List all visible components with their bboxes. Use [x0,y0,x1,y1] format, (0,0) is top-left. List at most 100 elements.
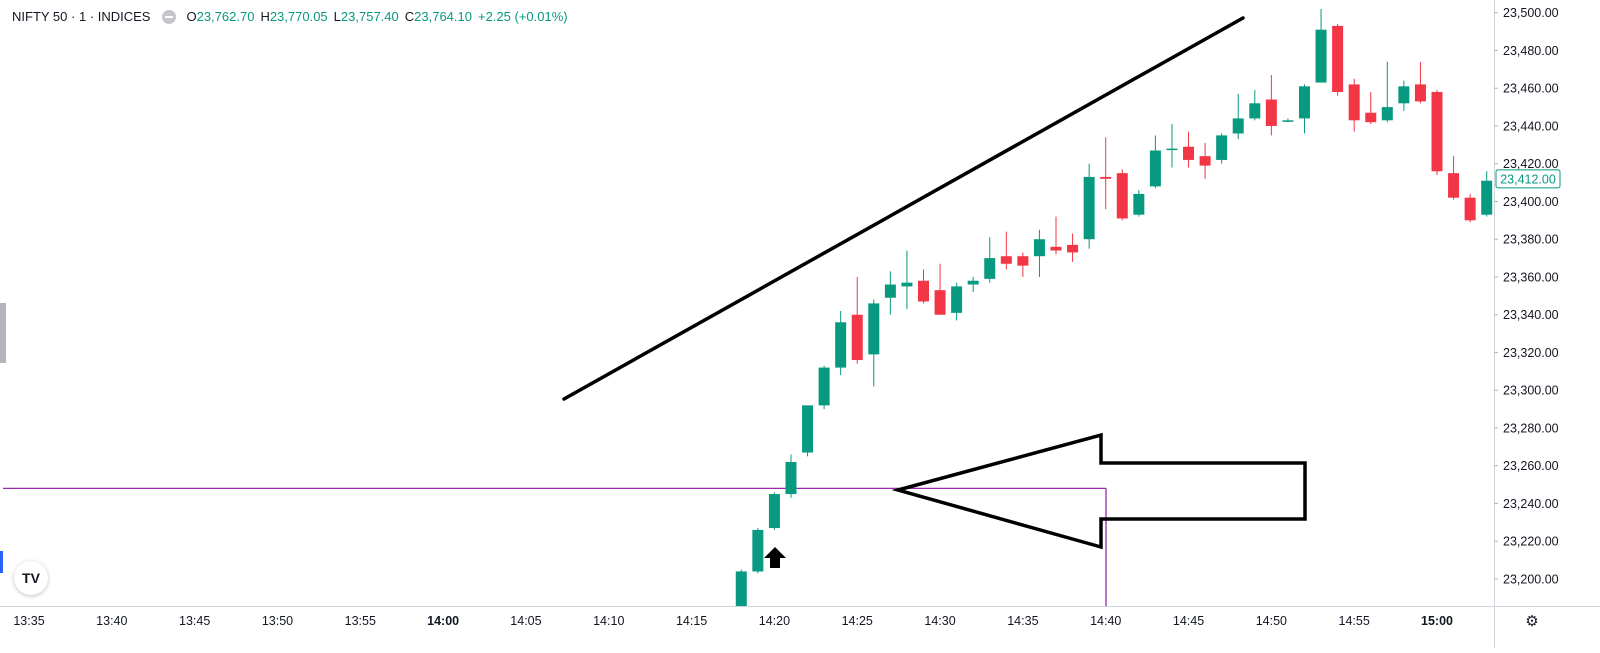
y-tick-label: 23,220.00 [1503,535,1559,549]
x-tick-label: 13:45 [179,614,210,628]
drawings[interactable] [562,16,1307,568]
x-tick-label: 14:50 [1256,614,1287,628]
x-tick-label: 14:10 [593,614,624,628]
candle [1332,24,1344,96]
arrow-drawing[interactable] [891,432,1307,550]
x-tick-label: 14:20 [759,614,790,628]
candle-body [1166,148,1178,151]
x-tick-label: 15:00 [1421,614,1453,628]
y-tick-label: 23,200.00 [1503,573,1559,587]
candle [752,528,764,574]
y-tick-label: 23,300.00 [1503,384,1559,398]
candle [967,276,979,293]
candle [1398,80,1410,111]
current-price-tag [1495,169,1561,189]
candle-body [1348,84,1360,121]
candle-body [934,290,946,315]
y-tick-label: 23,460.00 [1503,82,1559,96]
candle-body [1083,176,1095,240]
candle-body [1100,176,1112,179]
candle-body [884,284,896,298]
close-value: 23,764.10 [414,9,472,24]
candle [835,310,847,376]
current-price-label: 23,412.00 [1500,172,1556,186]
candle [1017,252,1029,277]
candle-body [1017,256,1029,266]
x-tick-label: 14:55 [1339,614,1370,628]
candle [785,454,797,498]
candle [1216,133,1228,164]
candle [917,269,929,304]
candle [1448,156,1460,200]
x-tick-label: 14:30 [924,614,955,628]
candle [1149,135,1161,189]
candles [735,8,1493,606]
candle-body [1282,120,1294,122]
x-tick-label: 14:25 [842,614,873,628]
candle-body [868,303,880,355]
candle [768,492,780,530]
candle-body [1000,256,1012,264]
side-tab-indicator[interactable] [0,551,3,573]
level-lines [3,487,1107,606]
x-tick-label: 13:50 [262,614,293,628]
collapse-legend-icon[interactable] [162,9,177,24]
low-value: 23,757.40 [340,9,399,24]
candle [1183,131,1195,168]
candle-body [785,461,797,495]
candle [802,405,814,457]
tradingview-logo-icon[interactable]: TV [14,561,48,595]
y-tick-label: 23,360.00 [1503,270,1559,284]
candle-body [1448,173,1460,198]
candle-body [1232,118,1244,134]
candle-body [1216,135,1228,160]
candle [851,276,863,364]
candle [934,263,946,315]
candle [818,365,830,410]
y-tick-label: 23,340.00 [1503,308,1559,322]
candle [1133,190,1145,217]
change-value: +2.25 (+0.01%) [477,9,568,24]
x-tick-label: 14:15 [676,614,707,628]
candle [1249,90,1261,121]
trend-line-drawing[interactable] [562,16,1245,401]
candle-body [967,280,979,285]
candle [1348,78,1360,132]
up-arrow-marker [764,547,786,568]
candle-body [1365,112,1377,123]
candle-body [1398,86,1410,104]
candle [1481,171,1493,217]
candle-body [1249,103,1261,119]
candle [1298,84,1310,134]
symbol-label[interactable]: NIFTY 50 · 1 · INDICES [12,9,151,24]
candle-body [917,280,929,302]
candle [1282,118,1294,123]
x-tick-label: 14:40 [1090,614,1121,628]
y-tick-label: 23,320.00 [1503,346,1559,360]
gear-icon[interactable]: ⚙ [1525,613,1539,630]
candle-body [984,258,996,279]
candle-body [1199,156,1211,166]
x-tick-label: 14:00 [427,614,459,628]
x-tick-label: 14:45 [1173,614,1204,628]
candle-body [802,405,814,453]
candle [1166,124,1178,168]
candle [1033,229,1045,277]
candle-body [1050,246,1062,251]
candle [1050,216,1062,255]
y-tick-label: 23,500.00 [1503,6,1559,20]
y-tick-label: 23,420.00 [1503,157,1559,171]
candle-body [752,529,764,572]
candle [901,250,913,310]
open-value: 23,762.70 [196,9,255,24]
candle [1100,137,1112,210]
side-panel-handle[interactable] [0,303,6,363]
candle-body [901,282,913,287]
y-tick-label: 23,440.00 [1503,119,1559,133]
candle [1431,90,1443,176]
candle [1083,163,1095,249]
candle-body [1149,150,1161,187]
candle-body [951,286,963,313]
